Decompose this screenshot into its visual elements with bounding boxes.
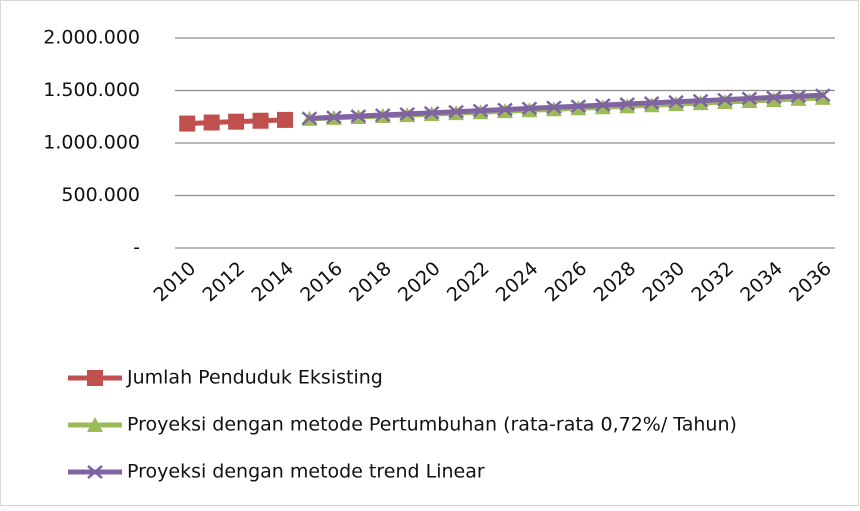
data-point <box>203 114 220 131</box>
data-point <box>301 111 318 126</box>
y-tick-label: 500.000 <box>61 184 140 206</box>
data-point <box>790 89 807 104</box>
data-point <box>374 108 391 122</box>
data-point <box>643 95 660 110</box>
data-point <box>350 109 367 124</box>
data-point <box>228 113 245 130</box>
legend-item: Proyeksi dengan metode Pertumbuhan (rata… <box>68 414 737 436</box>
y-tick-label: - <box>133 237 140 259</box>
legend-marker <box>87 417 103 432</box>
data-point <box>814 88 831 103</box>
legend-item: Jumlah Penduduk Eksisting <box>68 367 383 389</box>
y-tick-label: 2.000.000 <box>43 27 140 49</box>
data-point <box>448 104 464 119</box>
data-point <box>521 101 538 116</box>
legend-label: Proyeksi dengan metode Pertumbuhan (rata… <box>127 414 737 436</box>
data-point <box>399 106 416 121</box>
legend-label: Proyeksi dengan metode trend Linear <box>127 461 485 483</box>
series-line <box>309 92 823 121</box>
data-point <box>668 94 684 109</box>
data-point <box>252 112 269 129</box>
data-point <box>692 93 709 108</box>
data-point <box>472 103 489 118</box>
legend-marker <box>87 370 103 386</box>
data-point <box>423 105 440 120</box>
legend-item: Proyeksi dengan metode trend Linear <box>68 461 485 483</box>
y-tick-label: 1.000.000 <box>43 132 140 154</box>
data-point <box>326 110 342 125</box>
data-point <box>594 98 611 113</box>
data-point <box>619 97 636 111</box>
data-point <box>277 111 293 128</box>
legend-marker <box>87 465 103 479</box>
data-point <box>717 92 733 107</box>
legend-label: Jumlah Penduduk Eksisting <box>126 367 383 389</box>
data-point <box>546 100 562 115</box>
data-point <box>497 102 513 117</box>
data-point <box>179 115 196 132</box>
data-point <box>570 99 587 114</box>
data-point <box>741 91 758 106</box>
data-point <box>766 90 782 105</box>
y-tick-label: 1.500.000 <box>43 79 140 101</box>
